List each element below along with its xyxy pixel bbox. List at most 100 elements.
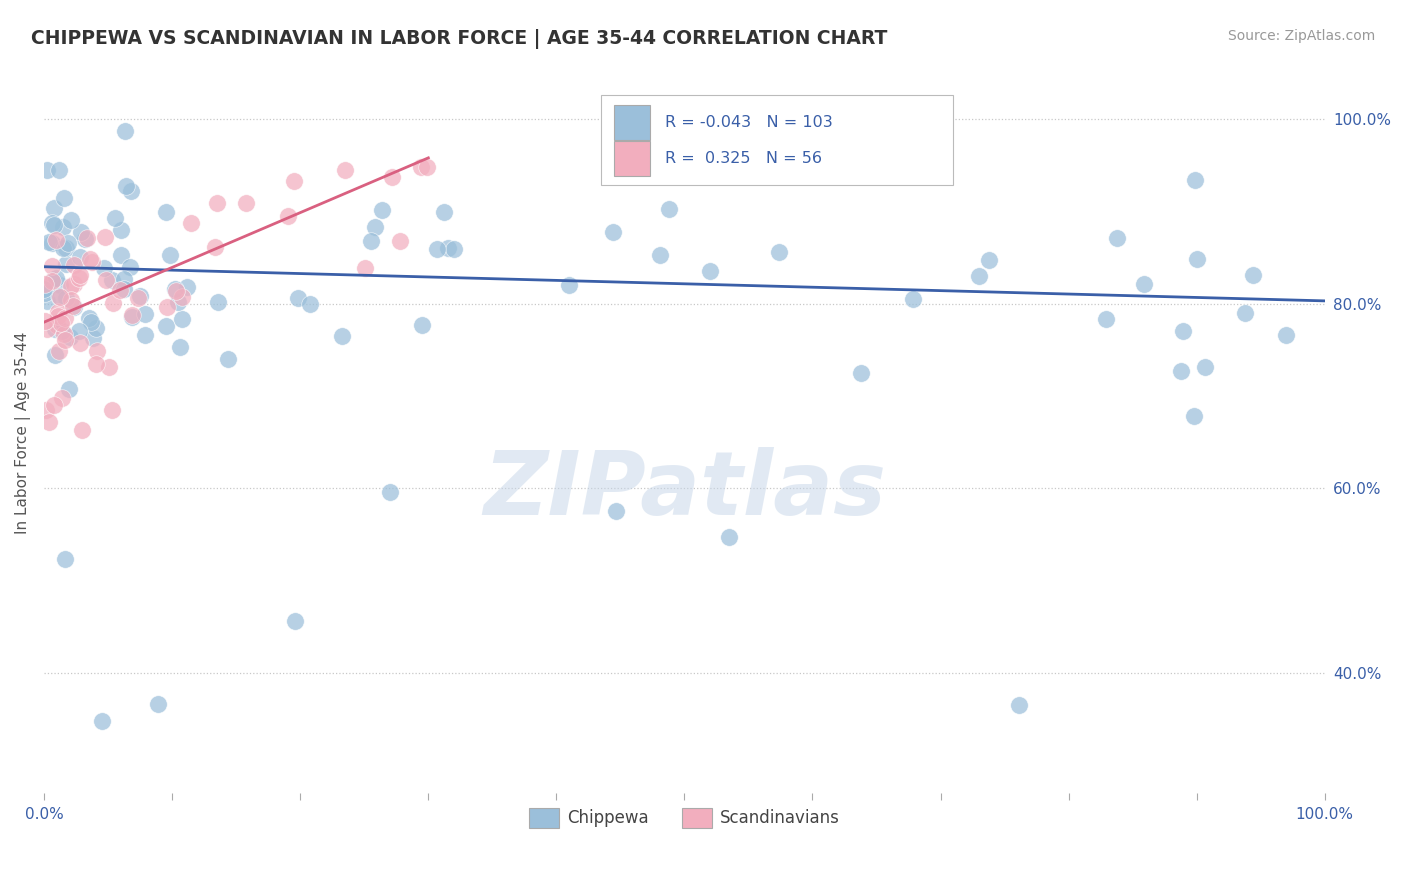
Point xyxy=(172,312,194,326)
Point xyxy=(69,250,91,264)
Point xyxy=(44,322,66,336)
Point xyxy=(35,284,58,298)
Point xyxy=(411,160,433,174)
Point xyxy=(172,290,194,304)
Point xyxy=(48,277,70,292)
Point xyxy=(38,235,60,250)
Point xyxy=(1234,306,1257,320)
Point xyxy=(34,282,56,296)
Point xyxy=(52,326,75,341)
Point xyxy=(69,336,91,351)
Point xyxy=(91,714,114,728)
Point xyxy=(38,415,60,429)
Text: R = -0.043   N = 103: R = -0.043 N = 103 xyxy=(665,115,832,130)
Point xyxy=(86,321,108,335)
Point xyxy=(134,307,156,321)
Point xyxy=(134,328,156,343)
Point xyxy=(360,234,382,248)
Point xyxy=(205,196,228,211)
Point xyxy=(60,213,83,227)
Point xyxy=(416,160,439,174)
Point xyxy=(46,309,69,323)
Point xyxy=(112,272,135,286)
Point xyxy=(34,314,56,328)
Point xyxy=(49,290,72,304)
Point xyxy=(1182,409,1205,424)
Point xyxy=(1274,327,1296,342)
Point xyxy=(37,322,59,336)
Point xyxy=(45,270,67,285)
Point xyxy=(605,504,627,518)
Point xyxy=(67,271,90,285)
Point xyxy=(768,245,790,260)
Point xyxy=(426,242,449,256)
Point xyxy=(155,205,177,219)
Point xyxy=(1105,230,1128,244)
Point xyxy=(110,223,132,237)
Point xyxy=(433,205,456,219)
Point xyxy=(283,174,305,188)
Point xyxy=(46,304,69,318)
Point xyxy=(648,248,671,262)
Point xyxy=(207,295,229,310)
Point xyxy=(94,230,117,244)
Point xyxy=(381,170,404,185)
Point xyxy=(59,330,82,344)
Y-axis label: In Labor Force | Age 35-44: In Labor Force | Age 35-44 xyxy=(15,332,31,534)
Point xyxy=(53,333,76,347)
Point xyxy=(969,268,991,283)
Text: Source: ZipAtlas.com: Source: ZipAtlas.com xyxy=(1227,29,1375,43)
Point xyxy=(48,289,70,303)
Point xyxy=(411,318,433,332)
Point xyxy=(49,316,72,330)
Point xyxy=(41,274,63,288)
Point xyxy=(1241,268,1264,283)
Point xyxy=(41,235,63,250)
Point xyxy=(80,315,103,329)
Point xyxy=(59,279,82,293)
Point xyxy=(558,278,581,293)
Point xyxy=(55,257,77,271)
Point xyxy=(977,252,1000,267)
Point xyxy=(76,231,98,245)
Point xyxy=(42,398,65,412)
Point xyxy=(169,340,191,354)
Text: CHIPPEWA VS SCANDINAVIAN IN LABOR FORCE | AGE 35-44 CORRELATION CHART: CHIPPEWA VS SCANDINAVIAN IN LABOR FORCE … xyxy=(31,29,887,48)
Point xyxy=(167,295,190,310)
Point xyxy=(62,277,84,292)
Point xyxy=(86,343,108,358)
Point xyxy=(46,318,69,332)
Point xyxy=(58,382,80,396)
Point xyxy=(44,348,66,362)
Point xyxy=(59,293,82,307)
Point xyxy=(1171,324,1194,338)
Point xyxy=(443,243,465,257)
Point xyxy=(114,124,136,138)
Point xyxy=(48,163,70,178)
Point xyxy=(48,344,70,359)
Point xyxy=(1184,173,1206,187)
Point xyxy=(165,282,187,296)
Point xyxy=(104,211,127,226)
Point xyxy=(41,273,63,287)
Point xyxy=(45,233,67,247)
Point xyxy=(82,331,104,345)
Point xyxy=(98,360,121,375)
Legend: Chippewa, Scandinavians: Chippewa, Scandinavians xyxy=(522,801,846,835)
Point xyxy=(101,402,124,417)
Text: R =  0.325   N = 56: R = 0.325 N = 56 xyxy=(665,151,823,166)
Point xyxy=(120,185,142,199)
Point xyxy=(1194,359,1216,374)
Point xyxy=(44,202,66,216)
Point xyxy=(51,391,73,405)
Point xyxy=(101,296,124,310)
Point xyxy=(156,300,179,314)
Point xyxy=(127,291,149,305)
Point xyxy=(75,232,97,246)
Text: ZIPatlas: ZIPatlas xyxy=(482,447,886,534)
Point xyxy=(112,282,135,296)
Point xyxy=(62,300,84,314)
Point xyxy=(56,235,79,250)
Point xyxy=(437,241,460,255)
Point xyxy=(176,280,198,294)
